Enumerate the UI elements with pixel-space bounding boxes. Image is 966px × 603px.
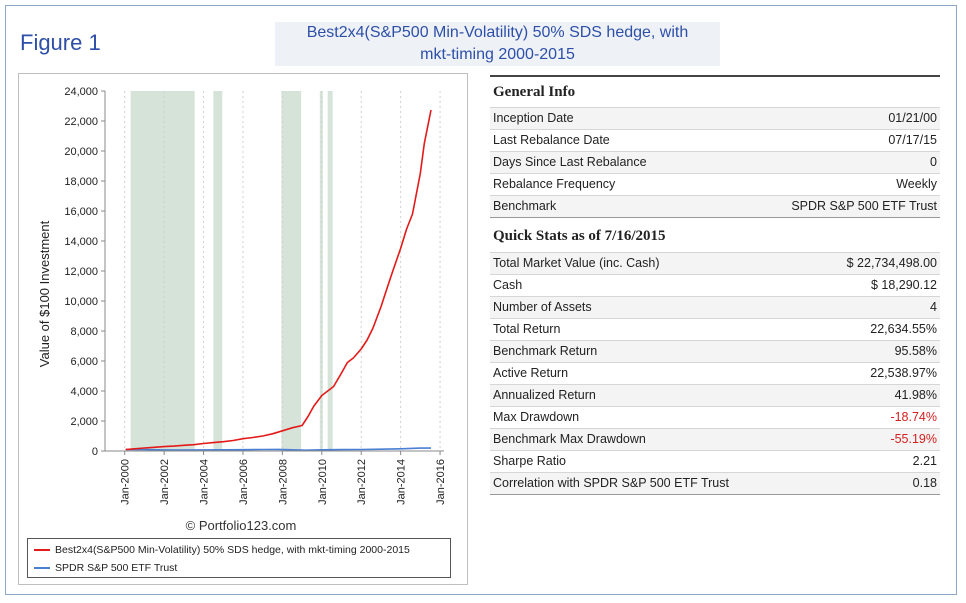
quick-stats-row: Max Drawdown -18.74%	[490, 406, 940, 428]
quick-stats-label: Benchmark Return	[493, 344, 598, 358]
general-info-label: Rebalance Frequency	[493, 177, 616, 191]
y-tick-label: 0	[92, 446, 98, 458]
general-info-value: 0	[930, 155, 937, 169]
y-tick-label: 10,000	[64, 296, 98, 308]
general-info-row: Days Since Last Rebalance 0	[490, 151, 940, 173]
quick-stats-label: Total Return	[493, 322, 561, 336]
quick-stats-label: Annualized Return	[493, 388, 596, 402]
general-info-row: Last Rebalance Date 07/17/15	[490, 129, 940, 151]
legend-item-portfolio: Best2x4(S&P500 Min-Volatility) 50% SDS h…	[34, 542, 448, 558]
x-tick-label: Jan-2016	[435, 459, 447, 505]
benchmark-series-line	[125, 447, 431, 452]
quick-stats-row: Benchmark Max Drawdown -55.19%	[490, 428, 940, 450]
performance-chart: 0 2,000 4,000 6,000 8,000 10,000 12,000 14,000 1…	[37, 86, 447, 533]
quick-stats-title: Quick Stats as of 7/16/2015	[493, 228, 666, 244]
quick-stats-table: Total Market Value (inc. Cash) $ 22,734,4…	[490, 252, 940, 495]
figure-label: Figure 1	[20, 30, 101, 55]
watermark-text: © Portfolio123.com	[186, 518, 297, 533]
quick-stats-row: Benchmark Return 95.58%	[490, 340, 940, 362]
general-info-value: SPDR S&P 500 ETF Trust	[791, 199, 937, 213]
x-tick-label: Jan-2014	[396, 459, 408, 505]
general-info-row: Inception Date 01/21/00	[490, 107, 940, 129]
x-tick-label: Jan-2010	[317, 459, 329, 505]
quick-stats-label: Total Market Value (inc. Cash)	[493, 256, 660, 270]
general-info-label: Inception Date	[493, 111, 574, 125]
quick-stats-label: Correlation with SPDR S&P 500 ETF Trust	[493, 476, 729, 490]
general-info-row: Benchmark SPDR S&P 500 ETF Trust	[490, 195, 940, 217]
timing-shade-band	[281, 91, 302, 451]
chart-panel: 0 2,000 4,000 6,000 8,000 10,000 12,000 14,000 1…	[18, 73, 468, 585]
timing-shade-band	[327, 91, 333, 451]
x-tick-label: Jan-2012	[356, 459, 368, 505]
x-tick-label: Jan-2008	[277, 459, 289, 505]
general-info-value: 07/17/15	[888, 133, 937, 147]
general-info-label: Last Rebalance Date	[493, 133, 610, 147]
quick-stats-value: 2.21	[912, 454, 937, 468]
quick-stats-row: Number of Assets 4	[490, 296, 940, 318]
quick-stats-value: $ 18,290.12	[870, 278, 937, 292]
general-info-title: General Info	[490, 75, 940, 107]
quick-stats-row: Total Market Value (inc. Cash) $ 22,734,4…	[490, 252, 940, 274]
y-tick-label: 24,000	[64, 86, 98, 98]
quick-stats-label: Cash	[493, 278, 523, 292]
y-tick-label: 8,000	[70, 326, 98, 338]
y-axis-label: Value of $100 Investment	[37, 220, 52, 367]
legend-label-portfolio: Best2x4(S&P500 Min-Volatility) 50% SDS h…	[55, 544, 410, 556]
quick-stats-label: Number of Assets	[493, 300, 592, 314]
stats-panel: General Info Inception Date 01/21/00 Last …	[490, 75, 940, 495]
quick-stats-value: 22,538.97%	[870, 366, 937, 380]
figure-frame	[5, 5, 957, 595]
chart-legend: Best2x4(S&P500 Min-Volatility) 50% SDS h…	[27, 538, 451, 578]
x-tick-label: Jan-2004	[199, 459, 211, 505]
y-tick-label: 22,000	[64, 116, 98, 128]
legend-swatch-portfolio	[34, 549, 50, 552]
legend-item-benchmark: SPDR S&P 500 ETF Trust	[34, 560, 448, 576]
quick-stats-label: Active Return	[493, 366, 569, 380]
y-tick-label: 12,000	[64, 266, 98, 278]
quick-stats-row: Cash $ 18,290.12	[490, 274, 940, 296]
quick-stats-value: 0.18	[912, 476, 937, 490]
figure-title: Best2x4(S&P500 Min-Volatility) 50% SDS h…	[275, 22, 720, 66]
x-tick-label: Jan-2002	[159, 459, 171, 505]
y-tick-label: 18,000	[64, 176, 98, 188]
x-tick-label: Jan-2000	[120, 459, 132, 505]
legend-swatch-benchmark	[34, 567, 50, 570]
quick-stats-row: Active Return 22,538.97%	[490, 362, 940, 384]
figure-title-line2: mkt-timing 2000-2015	[420, 46, 575, 63]
quick-stats-value: 41.98%	[894, 388, 937, 402]
quick-stats-label: Benchmark Max Drawdown	[493, 432, 646, 446]
y-tick-label: 6,000	[70, 356, 98, 368]
quick-stats-row: Correlation with SPDR S&P 500 ETF Trust 0…	[490, 472, 940, 494]
general-info-label: Days Since Last Rebalance	[493, 155, 647, 169]
general-info-value: Weekly	[896, 177, 937, 191]
quick-stats-row: Sharpe Ratio 2.21	[490, 450, 940, 472]
quick-stats-label: Sharpe Ratio	[493, 454, 566, 468]
quick-stats-row: Annualized Return 41.98%	[490, 384, 940, 406]
y-tick-label: 20,000	[64, 146, 98, 158]
general-info-row: Rebalance Frequency Weekly	[490, 173, 940, 195]
x-tick-label: Jan-2006	[238, 459, 250, 505]
y-tick-label: 2,000	[70, 416, 98, 428]
quick-stats-row: Total Return 22,634.55%	[490, 318, 940, 340]
y-tick-label: 4,000	[70, 386, 98, 398]
legend-label-benchmark: SPDR S&P 500 ETF Trust	[55, 562, 178, 574]
general-info-table: Inception Date 01/21/00 Last Rebalance Dat…	[490, 107, 940, 218]
quick-stats-value: 22,634.55%	[870, 322, 937, 336]
quick-stats-value: 4	[930, 300, 937, 314]
quick-stats-value: $ 22,734,498.00	[846, 256, 937, 270]
quick-stats-label: Max Drawdown	[493, 410, 580, 424]
portfolio-series-line	[125, 109, 432, 451]
general-info-label: Benchmark	[493, 199, 557, 213]
y-tick-label: 14,000	[64, 236, 98, 248]
general-info-value: 01/21/00	[888, 111, 937, 125]
timing-shade-band	[213, 91, 223, 451]
quick-stats-value: -55.19%	[890, 432, 937, 446]
timing-shade-band	[130, 91, 195, 451]
y-tick-label: 16,000	[64, 206, 98, 218]
figure-title-line1: Best2x4(S&P500 Min-Volatility) 50% SDS h…	[306, 24, 689, 41]
quick-stats-value: -18.74%	[890, 410, 937, 424]
quick-stats-value: 95.58%	[894, 344, 937, 358]
